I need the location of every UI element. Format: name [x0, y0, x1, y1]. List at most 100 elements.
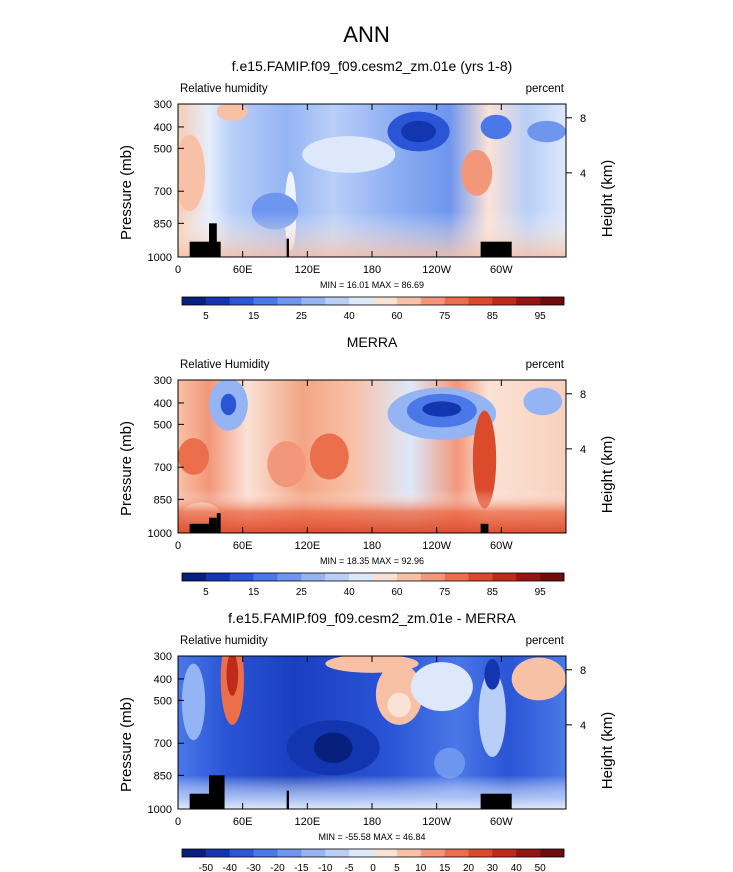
colorbar-label: -5 [345, 863, 354, 872]
x-tick-label: 60W [490, 264, 513, 276]
x-tick-label: 120E [294, 264, 320, 276]
colorbar-swatch [420, 849, 445, 857]
topography [209, 775, 225, 809]
min-max-stats: MIN = -55.58 MAX = 46.84 [318, 832, 425, 842]
colorbar-label: 40 [344, 311, 356, 322]
colorbar-frame [181, 296, 565, 306]
y2-tick-label: 4 [580, 168, 586, 180]
x-tick-label: 60E [233, 816, 253, 828]
colorbar-swatch [468, 849, 493, 857]
field-label: Relative humidity [180, 635, 268, 647]
y-tick-label: 500 [154, 695, 172, 707]
colorbar: 5 15 25 40 60 75 85 95 [181, 572, 565, 598]
y-axis-title: Pressure (mb) [118, 697, 135, 792]
colorbar-label: 40 [344, 587, 356, 598]
page-title: ANN [343, 22, 389, 47]
colorbar-swatch [540, 573, 565, 581]
x-tick-label: 180 [363, 540, 381, 552]
colorbar-label: 5 [203, 587, 209, 598]
y-tick-label: 850 [154, 494, 172, 506]
colorbar-swatch [205, 297, 231, 305]
colorbar-label: 95 [535, 587, 547, 598]
colorbar-label: 50 [535, 863, 547, 872]
colorbar-swatch [516, 573, 541, 581]
colorbar-label: 25 [296, 587, 308, 598]
topography [286, 790, 289, 809]
y-tick-label: 400 [154, 674, 172, 686]
colorbar-swatch [396, 297, 422, 305]
y-tick-label: 700 [154, 738, 172, 750]
x-tick-label: 60E [233, 540, 253, 552]
colorbar-swatch [229, 849, 254, 857]
colorbar-frame [181, 572, 565, 582]
x-tick-label: 0 [175, 540, 181, 552]
colorbar-label: -50 [199, 863, 214, 872]
y-tick-label: 700 [154, 462, 172, 474]
y-tick-label: 1000 [148, 804, 172, 816]
colorbar: -50 -40 -30 -20 -15 -10 -5 0 5 10 15 20 30 40 50 [181, 848, 565, 872]
field-overlay [178, 380, 566, 533]
y2-axis-title: Height (km) [599, 160, 616, 238]
topography [216, 513, 221, 533]
colorbar-swatch [540, 297, 565, 305]
contour-field [178, 656, 566, 809]
colorbar-swatch [516, 297, 541, 305]
colorbar-swatch [420, 297, 445, 305]
topography [480, 241, 512, 257]
x-tick-label: 180 [363, 264, 381, 276]
colorbar-swatch [349, 849, 374, 857]
colorbar-label: 95 [535, 311, 547, 322]
contour-field [178, 380, 566, 533]
y-tick-label: 850 [154, 770, 172, 782]
colorbar-label: 60 [391, 587, 403, 598]
colorbar-swatch [253, 573, 278, 581]
colorbar-swatch [277, 297, 302, 305]
y2-tick-label: 8 [580, 665, 586, 677]
topography [209, 223, 217, 257]
colorbar-label: 85 [487, 587, 499, 598]
colorbar-swatch [325, 573, 350, 581]
colorbar-label: -20 [270, 863, 285, 872]
colorbar-label: -10 [318, 863, 333, 872]
colorbar-label: 75 [439, 587, 451, 598]
colorbar-swatch [349, 297, 374, 305]
topography [480, 523, 489, 533]
x-tick-label: 0 [175, 264, 181, 276]
y-tick-label: 1000 [148, 252, 172, 264]
topography [209, 517, 217, 533]
colorbar-label: 20 [463, 863, 475, 872]
colorbar-swatch [468, 573, 493, 581]
panel-1: f.e15.FAMIP.f09_f09.cesm2_zm.01e (yrs 1-… [118, 58, 616, 322]
units-label: percent [526, 635, 565, 647]
colorbar-label: 15 [248, 311, 260, 322]
topography [189, 523, 210, 533]
y2-axis-title: Height (km) [599, 436, 616, 514]
colorbar-label: 60 [391, 311, 403, 322]
y2-tick-label: 8 [580, 389, 586, 401]
y-axis-title: Pressure (mb) [118, 145, 135, 240]
colorbar-label: 30 [487, 863, 499, 872]
y2-tick-label: 8 [580, 113, 586, 125]
colorbar-label: 15 [248, 587, 260, 598]
x-tick-label: 120E [294, 540, 320, 552]
colorbar-swatch [325, 849, 350, 857]
colorbar-swatch [301, 573, 326, 581]
colorbar-swatch [253, 849, 278, 857]
colorbar: 5 15 25 40 60 75 85 95 [181, 296, 565, 322]
x-tick-label: 120E [294, 816, 320, 828]
y-tick-label: 300 [154, 375, 172, 387]
panel-title: f.e15.FAMIP.f09_f09.cesm2_zm.01e - MERRA [228, 610, 516, 626]
colorbar-swatch [301, 297, 326, 305]
colorbar-label: -40 [223, 863, 238, 872]
colorbar-swatch [277, 573, 302, 581]
colorbar-label: 15 [439, 863, 451, 872]
min-max-stats: MIN = 18.35 MAX = 92.96 [320, 556, 424, 566]
colorbar-swatch [468, 297, 493, 305]
y-tick-label: 400 [154, 398, 172, 410]
colorbar-swatch [492, 849, 517, 857]
y-tick-label: 400 [154, 122, 172, 134]
colorbar-label: 5 [394, 863, 400, 872]
colorbar-label: 10 [415, 863, 427, 872]
colorbar-swatch [444, 297, 469, 305]
